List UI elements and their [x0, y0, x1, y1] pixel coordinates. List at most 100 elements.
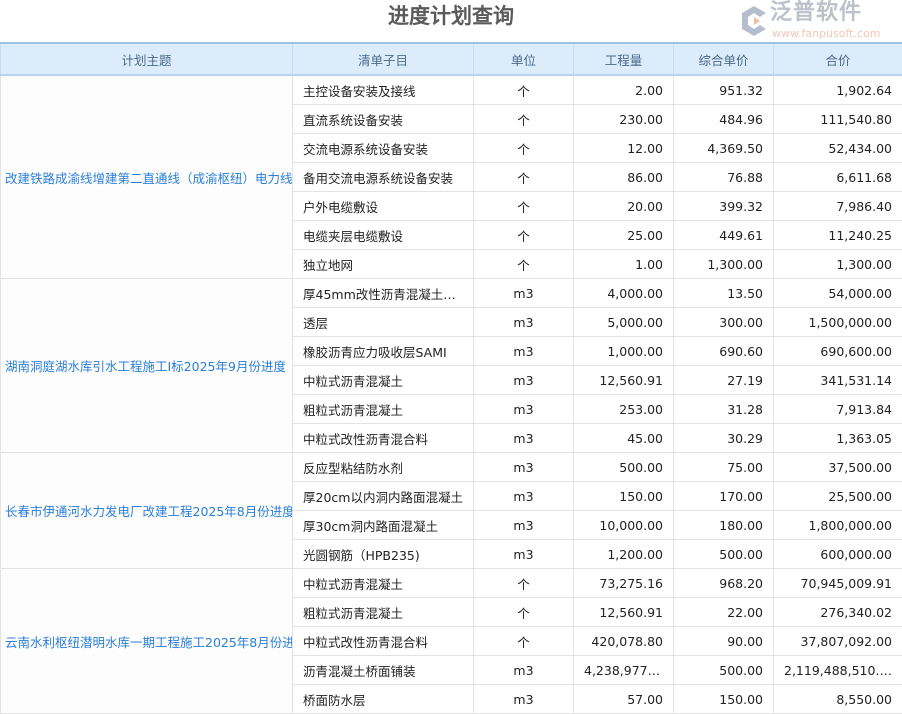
progress-table: 计划主题清单子目单位工程量综合单价合价 改建铁路成渝线增建第二直通线（成渝枢纽）… [0, 42, 902, 714]
total-price: 6,611.68 [774, 163, 902, 192]
unit-price: 968.20 [674, 569, 774, 598]
item-name: 独立地网 [293, 250, 474, 279]
quantity: 4,000.00 [574, 279, 674, 308]
unit-price: 75.00 [674, 453, 774, 482]
quantity: 73,275.16 [574, 569, 674, 598]
unit: m3 [474, 453, 574, 482]
plan-title[interactable]: 湖南洞庭湖水库引水工程施工I标2025年9月份进度 [1, 279, 293, 453]
quantity: 12,560.91 [574, 598, 674, 627]
unit: 个 [474, 134, 574, 163]
quantity: 5,000.00 [574, 308, 674, 337]
unit-price: 500.00 [674, 656, 774, 685]
unit: 个 [474, 598, 574, 627]
quantity: 500.00 [574, 453, 674, 482]
unit: m3 [474, 308, 574, 337]
quantity: 86.00 [574, 163, 674, 192]
unit: m3 [474, 395, 574, 424]
unit-price: 170.00 [674, 482, 774, 511]
total-price: 1,363.05 [774, 424, 902, 453]
unit-price: 300.00 [674, 308, 774, 337]
unit: 个 [474, 250, 574, 279]
unit: 个 [474, 75, 574, 105]
total-price: 1,500,000.00 [774, 308, 902, 337]
unit: m3 [474, 540, 574, 569]
item-name: 橡胶沥青应力吸收层SAMI [293, 337, 474, 366]
total-price: 70,945,009.91 [774, 569, 902, 598]
quantity: 57.00 [574, 685, 674, 714]
total-price: 8,550.00 [774, 685, 902, 714]
column-header[interactable]: 合价 [774, 43, 902, 75]
total-price: 600,000.00 [774, 540, 902, 569]
quantity: 420,078.80 [574, 627, 674, 656]
unit: m3 [474, 511, 574, 540]
unit: m3 [474, 279, 574, 308]
page-title: 进度计划查询 [0, 0, 902, 42]
unit-price: 690.60 [674, 337, 774, 366]
header-row: 计划主题清单子目单位工程量综合单价合价 [1, 43, 902, 75]
item-name: 粗粒式沥青混凝土 [293, 598, 474, 627]
item-name: 厚45mm改性沥青混凝土面层 [293, 279, 474, 308]
plan-title[interactable]: 长春市伊通河水力发电厂改建工程2025年8月份进度 [1, 453, 293, 569]
quantity: 1,200.00 [574, 540, 674, 569]
unit-price: 180.00 [674, 511, 774, 540]
quantity: 150.00 [574, 482, 674, 511]
unit-price: 449.61 [674, 221, 774, 250]
quantity: 20.00 [574, 192, 674, 221]
quantity: 1,000.00 [574, 337, 674, 366]
unit-price: 500.00 [674, 540, 774, 569]
total-price: 7,986.40 [774, 192, 902, 221]
column-header[interactable]: 综合单价 [674, 43, 774, 75]
item-name: 直流系统设备安装 [293, 105, 474, 134]
unit-price: 22.00 [674, 598, 774, 627]
quantity: 230.00 [574, 105, 674, 134]
item-name: 反应型粘结防水剂 [293, 453, 474, 482]
item-name: 中粒式沥青混凝土 [293, 366, 474, 395]
quantity: 45.00 [574, 424, 674, 453]
total-price: 1,300.00 [774, 250, 902, 279]
unit-price: 4,369.50 [674, 134, 774, 163]
total-price: 1,902.64 [774, 75, 902, 105]
unit: 个 [474, 192, 574, 221]
unit: m3 [474, 337, 574, 366]
total-price: 25,500.00 [774, 482, 902, 511]
item-name: 粗粒式沥青混凝土 [293, 395, 474, 424]
quantity: 4,238,977.02 [574, 656, 674, 685]
unit-price: 484.96 [674, 105, 774, 134]
unit-price: 1,300.00 [674, 250, 774, 279]
unit: m3 [474, 685, 574, 714]
total-price: 11,240.25 [774, 221, 902, 250]
column-header[interactable]: 工程量 [574, 43, 674, 75]
total-price: 341,531.14 [774, 366, 902, 395]
unit-price: 399.32 [674, 192, 774, 221]
unit: m3 [474, 424, 574, 453]
unit: 个 [474, 569, 574, 598]
total-price: 54,000.00 [774, 279, 902, 308]
item-name: 桥面防水层 [293, 685, 474, 714]
unit-price: 76.88 [674, 163, 774, 192]
item-name: 主控设备安装及接线 [293, 75, 474, 105]
quantity: 253.00 [574, 395, 674, 424]
unit: m3 [474, 656, 574, 685]
unit-price: 31.28 [674, 395, 774, 424]
plan-title[interactable]: 云南水利枢纽潜明水库一期工程施工2025年8月份进度 [1, 569, 293, 714]
unit-price: 27.19 [674, 366, 774, 395]
total-price: 690,600.00 [774, 337, 902, 366]
plan-title[interactable]: 改建铁路成渝线增建第二直通线（成渝枢纽）电力线 [1, 75, 293, 279]
column-header[interactable]: 单位 [474, 43, 574, 75]
total-price: 52,434.00 [774, 134, 902, 163]
quantity: 2.00 [574, 75, 674, 105]
item-name: 户外电缆敷设 [293, 192, 474, 221]
total-price: 1,800,000.00 [774, 511, 902, 540]
unit: m3 [474, 482, 574, 511]
column-header[interactable]: 清单子目 [293, 43, 474, 75]
item-name: 光圆钢筋（HPB235) [293, 540, 474, 569]
unit: 个 [474, 221, 574, 250]
quantity: 10,000.00 [574, 511, 674, 540]
quantity: 1.00 [574, 250, 674, 279]
column-header[interactable]: 计划主题 [1, 43, 293, 75]
